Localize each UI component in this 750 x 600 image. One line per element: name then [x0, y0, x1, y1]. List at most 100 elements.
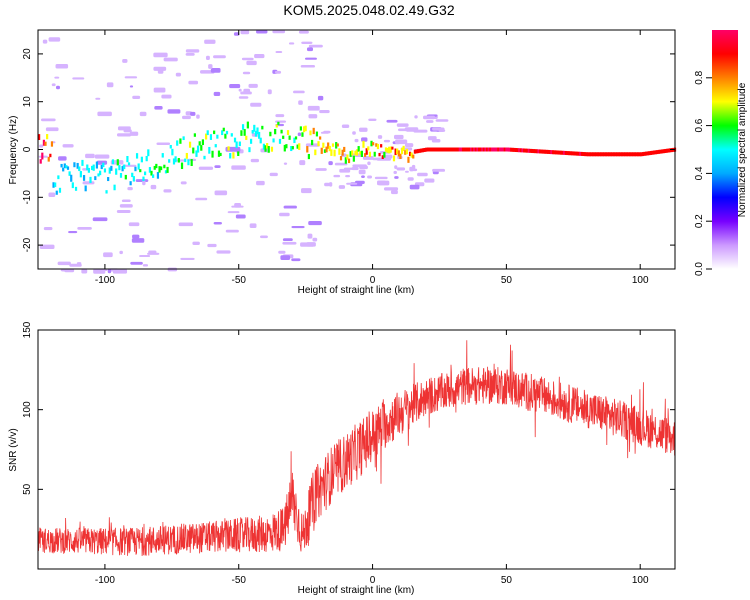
- spectrogram-cell: [99, 170, 102, 176]
- spectrogram-cell: [311, 139, 314, 146]
- spectrogram-cell: [416, 149, 420, 154]
- spectrogram-cell: [559, 150, 563, 155]
- spectrogram-cell: [453, 147, 457, 152]
- spectrogram-cell: [301, 188, 312, 194]
- spectrogram-cell: [213, 55, 226, 59]
- spectrogram-cell: [206, 130, 209, 136]
- spectrogram-cell: [355, 149, 359, 156]
- spectrogram-cell: [489, 147, 492, 152]
- spectrogram-cell: [84, 185, 87, 192]
- spectrogram-cell: [256, 180, 265, 186]
- spectrogram-cell: [367, 175, 372, 179]
- spectrogram-cell: [117, 126, 131, 131]
- spectrogram-cell: [333, 149, 336, 157]
- spectrogram-cell: [405, 170, 409, 173]
- spectrogram-cell: [227, 211, 240, 214]
- spectrogram-cell: [167, 109, 181, 114]
- spectrogram-cell: [118, 165, 121, 171]
- spectrogram-cell: [160, 166, 163, 171]
- spectrogram-cell: [182, 136, 185, 141]
- spectrogram-cell: [298, 143, 301, 151]
- spectrogram-cell: [482, 147, 486, 152]
- spectrogram-cell: [205, 133, 208, 140]
- spectrogram-cell: [514, 148, 518, 153]
- spectrogram-cell: [384, 147, 388, 152]
- spectrogram-cell: [667, 148, 670, 153]
- spectrogram-cell: [402, 145, 405, 151]
- spectrogram-cell: [651, 150, 654, 155]
- spectrogram-cell: [185, 49, 200, 53]
- spectrogram-cell: [603, 152, 606, 157]
- spectrogram-cell: [198, 166, 214, 170]
- spectrogram-cell: [617, 152, 620, 157]
- spectrogram-cell: [161, 94, 172, 99]
- spectrogram-cell: [596, 152, 600, 157]
- spectrogram-cell: [368, 118, 377, 121]
- spectrogram-cell: [664, 148, 667, 153]
- spectrogram-cell: [461, 147, 465, 152]
- spectrogram-cell: [243, 129, 246, 136]
- spectrogram-cell: [361, 137, 368, 142]
- spectrogram-cell: [633, 152, 636, 157]
- spectrogram-cell: [352, 131, 356, 135]
- spectrogram-cell: [131, 238, 145, 243]
- spectrogram-cell: [124, 76, 138, 79]
- spectrogram-cell: [208, 64, 213, 69]
- spectrogram-cell: [463, 147, 466, 152]
- spectrogram-cell: [431, 139, 441, 143]
- spectrogram-cell: [246, 60, 257, 66]
- spectrogram-cell: [241, 124, 245, 130]
- spectrogram-cell: [207, 243, 217, 248]
- spectrogram-cell: [414, 115, 418, 119]
- spectrogram-cell: [368, 151, 372, 157]
- spectrogram-cell: [209, 134, 213, 140]
- spectrogram-cell: [409, 184, 420, 190]
- spectrogram-cell: [494, 147, 497, 152]
- spectrogram-cell: [351, 150, 354, 156]
- spectrogram-cell: [543, 149, 547, 154]
- spectrogram-cell: [282, 135, 285, 139]
- spectrogram-cell: [150, 170, 153, 176]
- spectrogram-cell: [156, 172, 160, 179]
- spectrogram-cell: [434, 147, 437, 152]
- spectrogram-cell: [122, 164, 137, 167]
- spectrogram-cell: [251, 130, 254, 134]
- spectrogram-cell: [297, 132, 302, 137]
- spectrogram-cell: [283, 205, 297, 209]
- spectrogram-cell: [272, 138, 275, 143]
- spectrogram-cell: [567, 151, 571, 156]
- spectrogram-cell: [248, 83, 258, 88]
- spectrogram-cell: [484, 147, 487, 152]
- spectrogram-cell: [142, 264, 149, 267]
- spectrogram-cell: [308, 44, 323, 48]
- spectrogram-cell: [275, 120, 287, 123]
- spectrogram-cell: [119, 250, 123, 255]
- spectrogram-cell: [95, 97, 101, 100]
- spectrogram-cell: [503, 147, 506, 152]
- figure-title: KOM5.2025.048.02.49.G32: [283, 2, 454, 18]
- spectrogram-cell: [410, 168, 418, 172]
- x-tick-label: -50: [232, 275, 247, 286]
- spectrogram-cell: [139, 169, 142, 173]
- spectrogram-cell: [545, 149, 548, 154]
- snr-x-axis-label: Height of straight line (km): [298, 585, 415, 596]
- spectrogram-cell: [168, 159, 171, 163]
- spectrogram-cell: [163, 164, 166, 169]
- spectrogram-cell: [333, 174, 341, 178]
- spectrogram-cell: [174, 156, 177, 163]
- spectrogram-cell: [352, 155, 355, 162]
- spectrogram-cell: [283, 162, 288, 165]
- spectrogram-cell: [531, 148, 534, 153]
- spectrogram-cell: [518, 148, 521, 153]
- spectrogram-cell: [177, 158, 180, 163]
- spectrogram-cell: [94, 176, 97, 181]
- colorbar-tick-label: 0.6: [694, 118, 705, 132]
- spectrogram-x-ticks: -100 -50 0 50 100: [95, 30, 649, 286]
- spectrogram-cell: [490, 147, 494, 152]
- snr-panel: -100 -50 0 50 100 50 100 150 Height of straigh…: [8, 321, 676, 596]
- spectrogram-cell: [588, 152, 592, 157]
- spectrogram-cell: [406, 129, 417, 132]
- spectrogram-cell: [219, 152, 222, 157]
- spectrogram-cell: [298, 30, 309, 34]
- spectrogram-cell: [77, 227, 92, 230]
